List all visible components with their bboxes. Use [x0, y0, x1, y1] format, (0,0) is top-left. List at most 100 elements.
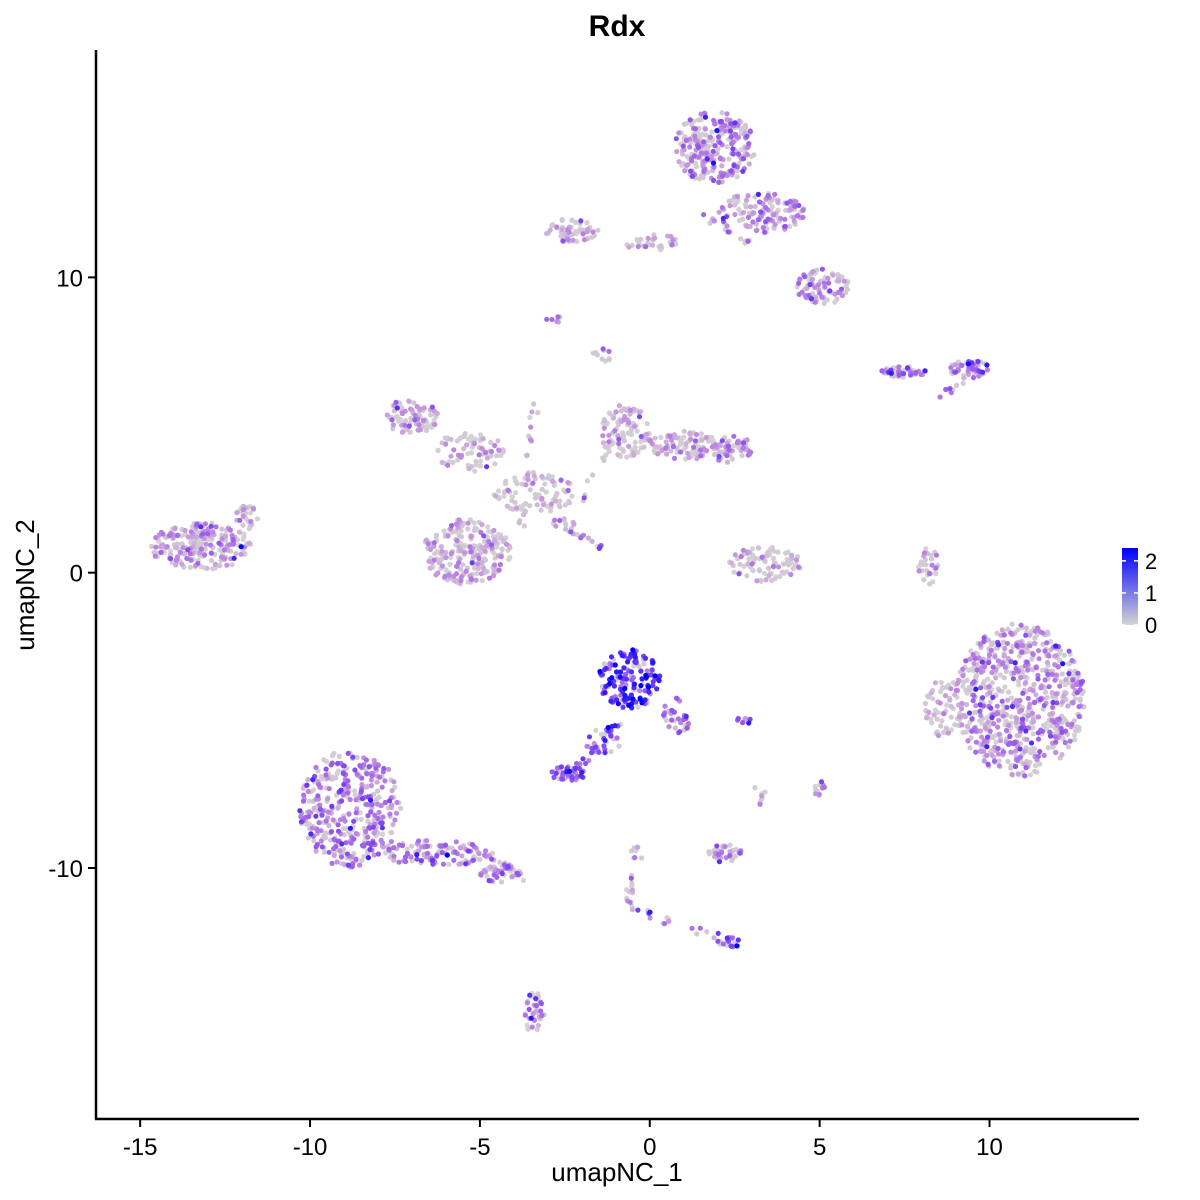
cell-point [409, 843, 415, 849]
cell-point [554, 490, 560, 497]
cell-point [987, 690, 993, 696]
cell-point [727, 128, 734, 134]
cell-point [879, 368, 885, 374]
cell-point [1069, 721, 1075, 727]
cell-point [386, 846, 392, 853]
cell-point [526, 1006, 532, 1013]
cell-point [784, 200, 790, 206]
cell-point [470, 857, 476, 863]
cell-point [715, 930, 721, 937]
cell-point [973, 749, 979, 755]
cell-point [1067, 738, 1073, 744]
cell-point [990, 664, 996, 670]
cell-point [158, 549, 164, 556]
cell-point [319, 812, 325, 818]
cell-point [335, 828, 342, 834]
cell-point [724, 144, 730, 150]
cell-point [630, 647, 636, 653]
cell-point [698, 173, 705, 179]
cell-point [361, 853, 367, 860]
cell-point [965, 361, 971, 367]
cell-point [528, 424, 534, 430]
cell-point [764, 552, 770, 558]
cell-point [414, 404, 420, 410]
cell-point [778, 215, 784, 221]
cell-point [671, 455, 678, 461]
cell-point [398, 805, 404, 811]
cell-point [463, 861, 469, 867]
cell-point [975, 358, 981, 365]
cell-point [772, 191, 778, 197]
cell-point [749, 153, 755, 159]
cell-point [539, 486, 545, 492]
cell-point [323, 772, 329, 778]
cell-point [538, 1000, 545, 1007]
cell-point [363, 757, 369, 763]
cell-point [762, 229, 768, 235]
cell-point [711, 218, 718, 224]
cell-point [359, 857, 365, 864]
cell-point [1009, 703, 1016, 710]
cell-point [1076, 725, 1082, 731]
cell-point [966, 710, 973, 716]
cell-point [929, 562, 935, 568]
cell-point [344, 851, 350, 857]
cell-point [248, 518, 254, 525]
cell-point [152, 553, 158, 559]
cell-point [558, 233, 564, 239]
cell-point [572, 765, 579, 772]
cell-point [499, 870, 505, 877]
cell-point [963, 658, 969, 664]
cell-point [712, 143, 718, 149]
cell-point [717, 119, 724, 125]
cell-point [731, 162, 737, 168]
cell-point [969, 716, 975, 722]
cell-point [726, 447, 732, 453]
cell-point [981, 758, 987, 764]
cell-point [240, 507, 246, 513]
cell-point [703, 150, 710, 156]
cell-point [970, 366, 976, 372]
cell-point [379, 820, 385, 826]
cell-point [616, 743, 622, 749]
cell-point [188, 557, 194, 563]
cell-point [1051, 719, 1057, 725]
cell-point [736, 118, 742, 124]
cell-point [389, 788, 395, 794]
cell-point [471, 528, 477, 534]
cell-point [916, 568, 922, 574]
cell-point [491, 537, 498, 543]
cell-point [731, 433, 737, 439]
cell-point [987, 728, 993, 734]
cell-point [465, 520, 471, 526]
cell-point [221, 547, 227, 553]
cell-point [581, 495, 587, 501]
cell-point [1056, 716, 1062, 722]
cell-point [670, 443, 677, 450]
cell-point [697, 447, 704, 453]
cell-point [182, 527, 188, 534]
cell-point [696, 144, 702, 150]
cell-point [1008, 749, 1014, 755]
cell-point [623, 676, 630, 682]
cell-point [745, 561, 751, 567]
cell-point [198, 546, 204, 552]
cell-point [655, 451, 661, 457]
cell-point [971, 692, 977, 699]
cell-point [676, 130, 682, 136]
y-axis-ticks: -10 0 10 [48, 265, 96, 883]
cell-point [691, 444, 697, 450]
cell-point [478, 571, 484, 577]
cell-point [719, 110, 725, 116]
cell-point [1036, 648, 1042, 654]
cell-point [603, 683, 609, 689]
cell-point [623, 671, 629, 678]
cell-point [516, 520, 522, 526]
cell-point [982, 725, 989, 731]
cell-point [785, 557, 791, 564]
cell-point [973, 675, 979, 681]
cell-point [785, 562, 792, 568]
cell-point [740, 156, 747, 162]
cell-point [745, 214, 752, 220]
cell-point [740, 440, 747, 446]
